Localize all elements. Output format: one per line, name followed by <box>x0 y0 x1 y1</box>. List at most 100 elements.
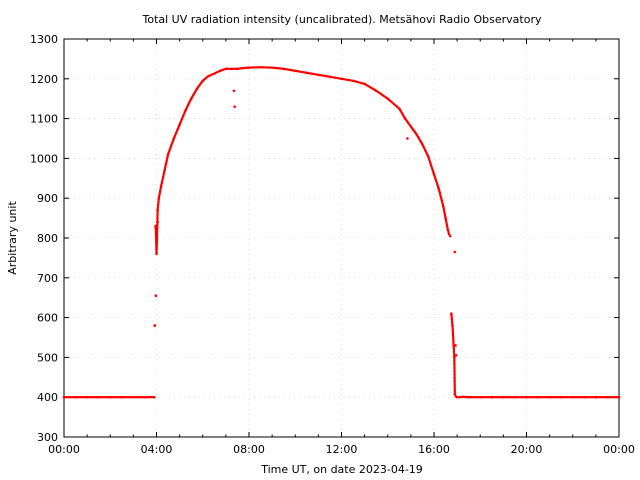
data-point <box>512 396 515 399</box>
data-point <box>441 203 445 206</box>
data-point <box>292 69 296 72</box>
x-tick-label: 00:00 <box>48 443 80 456</box>
data-point <box>84 396 87 399</box>
data-point <box>448 234 452 238</box>
y-tick-label: 500 <box>37 351 58 364</box>
data-point <box>195 88 198 92</box>
data-point <box>403 116 406 119</box>
data-point <box>269 66 272 69</box>
y-tick-label: 400 <box>37 391 58 404</box>
x-tick-label: 08:00 <box>233 443 265 456</box>
data-point <box>96 396 99 399</box>
data-point <box>327 75 330 78</box>
data-point <box>177 124 181 128</box>
data-point <box>454 354 458 357</box>
data-point <box>452 342 455 346</box>
data-point <box>257 66 261 69</box>
data-point <box>414 132 418 135</box>
grid-lines <box>64 39 619 437</box>
data-point <box>432 171 435 175</box>
data-point <box>444 215 447 218</box>
data-point <box>72 396 76 399</box>
data-point <box>172 138 175 142</box>
data-point <box>154 294 158 298</box>
data-point <box>535 396 538 399</box>
data-point <box>446 227 449 230</box>
data-point <box>240 67 243 70</box>
data-point <box>107 396 111 399</box>
data-point <box>447 230 450 234</box>
data-point <box>361 82 365 85</box>
data-point <box>281 67 284 70</box>
data-point <box>489 396 492 399</box>
data-point <box>223 68 226 71</box>
x-tick-label: 16:00 <box>418 443 450 456</box>
data-points <box>62 65 621 399</box>
data-point <box>350 79 353 82</box>
data-point <box>604 396 608 399</box>
data-point <box>466 395 469 399</box>
data-point <box>523 396 527 399</box>
data-point <box>436 185 440 189</box>
data-point <box>156 210 159 213</box>
data-point <box>453 391 456 395</box>
data-point <box>453 354 456 358</box>
data-point <box>546 396 550 399</box>
data-point <box>130 396 134 399</box>
data-point <box>142 396 145 399</box>
data-point <box>558 396 561 399</box>
data-point <box>200 80 204 84</box>
data-point <box>385 96 388 100</box>
data-point <box>229 67 232 71</box>
y-tick-label: 300 <box>37 431 58 444</box>
data-point <box>373 88 377 92</box>
data-point <box>477 396 481 399</box>
data-point <box>119 396 122 399</box>
data-point <box>304 71 307 74</box>
data-point <box>232 89 236 93</box>
data-point <box>459 395 463 399</box>
data-point <box>155 240 159 243</box>
y-tick-label: 900 <box>37 192 58 205</box>
data-point <box>616 396 619 399</box>
data-point <box>151 396 154 399</box>
x-tick-label: 00:00 <box>603 443 635 456</box>
x-axis-label: Time UT, on date 2023-04-19 <box>260 463 423 476</box>
y-tick-label: 700 <box>37 272 58 285</box>
data-point <box>406 137 409 140</box>
data-point <box>163 170 166 173</box>
x-tick-label: 20:00 <box>511 443 543 456</box>
data-point <box>408 124 412 127</box>
y-tick-label: 1300 <box>30 33 58 46</box>
y-tick-label: 1000 <box>30 152 58 165</box>
data-point <box>183 110 187 114</box>
y-tick-label: 600 <box>37 312 58 325</box>
data-point <box>570 396 573 399</box>
data-point <box>234 67 238 71</box>
y-tick-label: 800 <box>37 232 58 245</box>
y-axis: 300 400 500 600 700 800 900 1000 1100 1200 1300 <box>30 33 619 444</box>
data-point <box>453 250 457 254</box>
data-point <box>157 198 160 201</box>
data-point <box>455 395 459 399</box>
y-tick-label: 1100 <box>30 113 58 126</box>
x-tick-label: 04:00 <box>141 443 173 456</box>
plot-area-border <box>63 38 620 438</box>
data-point <box>189 98 192 102</box>
y-axis-label: Arbitrary unit <box>6 201 19 275</box>
data-point <box>159 186 163 189</box>
data-point <box>338 77 342 80</box>
data-point <box>447 232 451 236</box>
data-point <box>420 142 423 145</box>
data-point <box>211 73 215 76</box>
x-axis: 00:00 04:00 08:00 12:00 16:00 20:00 00:00 <box>48 39 635 456</box>
data-point <box>396 106 400 109</box>
data-point <box>454 344 457 347</box>
data-point <box>581 396 585 399</box>
y-tick-label: 1200 <box>30 73 58 86</box>
data-point <box>500 396 504 399</box>
data-point <box>426 153 429 157</box>
data-point <box>153 324 156 327</box>
data-point <box>451 322 454 326</box>
data-point <box>217 70 220 73</box>
